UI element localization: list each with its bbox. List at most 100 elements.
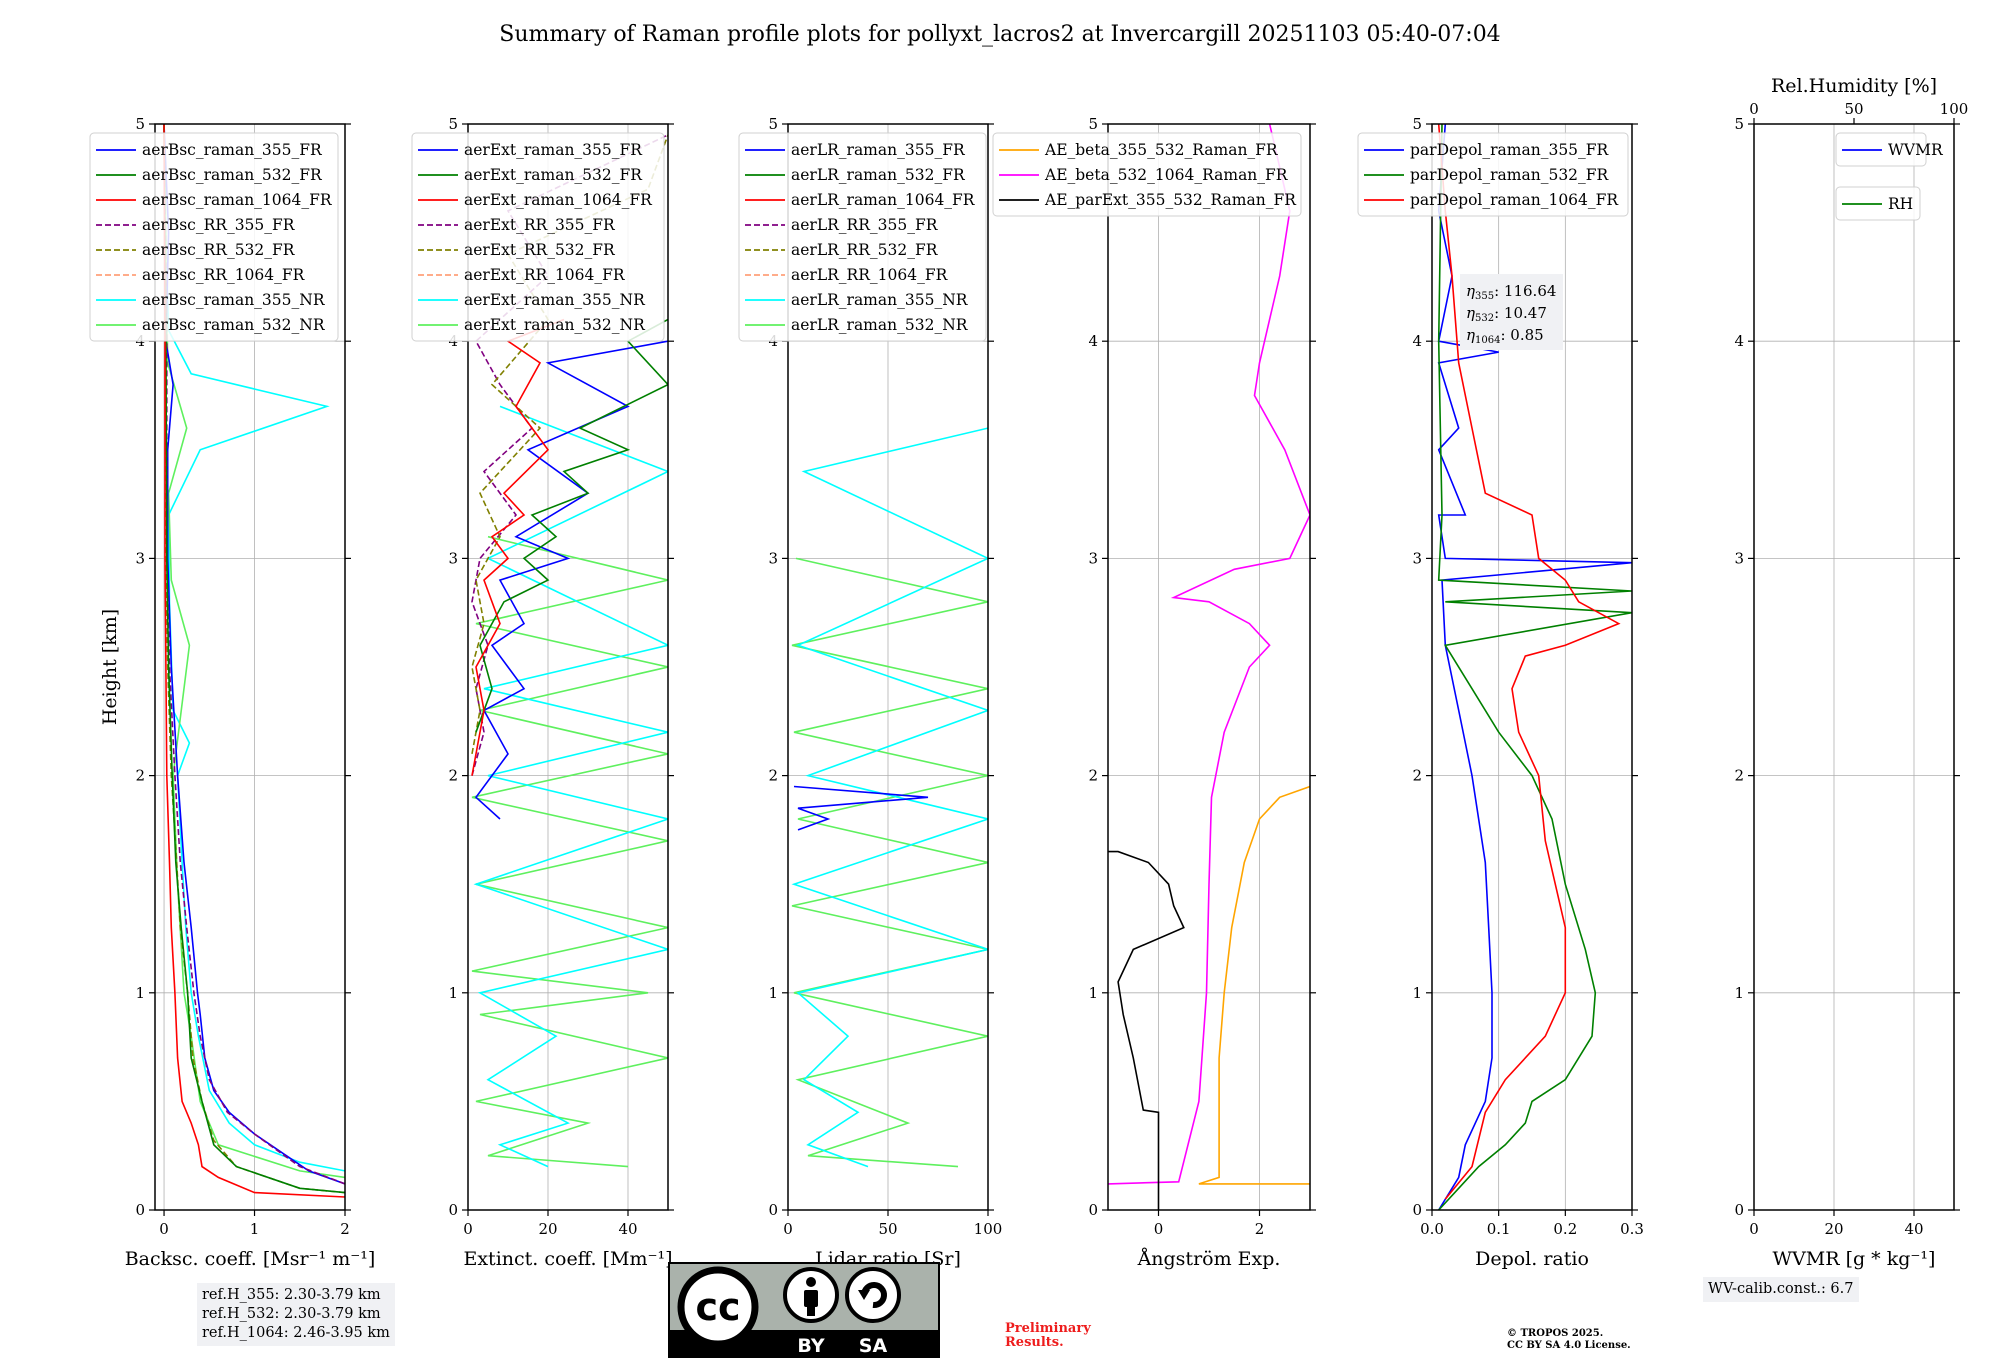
series-AE_parExt_355_532_Raman_FR — [1108, 850, 1185, 1210]
panel-ext: 01234502040Extinct. coeff. [Mm⁻¹]aerExt_… — [411, 115, 674, 1270]
x-tick-label: 1 — [250, 1220, 260, 1238]
legend-label: aerLR_RR_532_FR — [791, 241, 939, 259]
series-aerLR_raman_355_FR — [793, 785, 929, 831]
y-tick-label: 4 — [1412, 332, 1422, 350]
eta1064-subscript: 1064 — [1475, 335, 1500, 346]
copyright-line-1: © TROPOS 2025. — [1507, 1328, 1604, 1339]
axes-frame — [1431, 123, 1633, 1211]
x-tick-label: 2 — [340, 1220, 350, 1238]
series-parDepol_raman_532_FR — [1437, 124, 1632, 1210]
series-aerLR_raman_532_NR — [791, 557, 988, 1168]
x-axis-label: Extinct. coeff. [Mm⁻¹] — [463, 1248, 672, 1270]
series-AE_beta_355_532_Raman_FR — [1198, 785, 1310, 1185]
legend-label: aerBsc_raman_532_FR — [142, 166, 323, 184]
legend-rh: RH — [1835, 186, 1921, 221]
top-x-tick-label: 0 — [1749, 100, 1759, 118]
legend-label: aerExt_raman_1064_FR — [464, 191, 653, 209]
y-tick-label: 3 — [1734, 549, 1744, 567]
legend-label: aerBsc_RR_1064_FR — [142, 266, 306, 284]
copyright-note: © TROPOS 2025. CC BY SA 4.0 License. — [1507, 1328, 1631, 1352]
legend-label: aerBsc_raman_532_NR — [142, 316, 326, 334]
legend-depol: parDepol_raman_355_FR parDepol_raman_532_… — [1357, 132, 1629, 217]
series-group — [1108, 124, 1310, 1210]
series-AE_beta_532_1064_Raman_FR — [1108, 124, 1310, 1185]
legend-label: aerLR_raman_532_FR — [791, 166, 966, 184]
legend-label: aerLR_RR_355_FR — [791, 216, 939, 234]
sa-text: SA — [859, 1335, 888, 1357]
legend-label: AE_beta_355_532_Raman_FR — [1044, 141, 1279, 159]
y-tick-label: 3 — [1412, 549, 1422, 567]
legend-label: aerExt_RR_1064_FR — [464, 266, 626, 284]
y-tick-label: 4 — [1734, 332, 1744, 350]
series-parDepol_raman_1064_FR — [1437, 124, 1621, 1200]
y-tick-label: 0 — [1412, 1201, 1422, 1219]
legend-label: aerLR_RR_1064_FR — [791, 266, 949, 284]
by-text: BY — [797, 1335, 824, 1357]
x-tick-label: 20 — [1824, 1220, 1843, 1238]
legend-label: aerBsc_raman_355_FR — [142, 141, 323, 159]
series-parDepol_raman_355_FR — [1437, 124, 1632, 1210]
y-tick-label: 3 — [1088, 549, 1098, 567]
series-aerBsc_raman_532_NR — [163, 124, 345, 1179]
y-tick-label: 2 — [1734, 767, 1744, 785]
y-tick-label: 0 — [448, 1201, 458, 1219]
y-tick-label: 5 — [768, 115, 778, 133]
eta1064-annotation: η1064: 0.85 — [1466, 326, 1544, 346]
legend-label: aerBsc_raman_1064_FR — [142, 191, 333, 209]
eta355-symbol: η — [1466, 282, 1475, 300]
series-aerBsc_raman_532_FR — [163, 124, 345, 1194]
y-tick-label: 1 — [135, 984, 145, 1002]
x-axis-label: Ångström Exp. — [1137, 1248, 1281, 1270]
y-tick-label: 4 — [1088, 332, 1098, 350]
preliminary-line-2: Results. — [1005, 1335, 1064, 1350]
y-tick-label: 3 — [768, 549, 778, 567]
legend-label: aerLR_raman_532_NR — [791, 316, 969, 334]
wv-calibration-box: WV-calib.const.: 6.7 — [1703, 1277, 1859, 1302]
y-tick-label: 1 — [448, 984, 458, 1002]
series-aerBsc_raman_355_FR — [163, 124, 345, 1185]
legend-ae: AE_beta_355_532_Raman_FR AE_beta_532_1064… — [992, 132, 1302, 217]
series-aerExt_RR_355_FR — [471, 134, 668, 776]
x-tick-label: 0 — [463, 1220, 473, 1238]
legend-bsc: aerBsc_raman_355_FR aerBsc_raman_532_FRae… — [89, 132, 339, 342]
x-tick-label: 100 — [974, 1220, 1003, 1238]
y-tick-label: 1 — [768, 984, 778, 1002]
legend-label: RH — [1888, 195, 1913, 213]
eta355-value: : 116.64 — [1494, 282, 1556, 300]
eta532-symbol: η — [1466, 304, 1475, 322]
x-tick-label: 0 — [783, 1220, 793, 1238]
cc-text: cc — [695, 1285, 740, 1329]
y-tick-label: 2 — [1088, 767, 1098, 785]
axes-frame — [154, 123, 346, 1211]
legend-label: aerBsc_RR_355_FR — [142, 216, 296, 234]
legend-wv: WVMR — [1835, 132, 1944, 167]
page-title: Summary of Raman profile plots for polly… — [499, 22, 1501, 47]
y-tick-label: 0 — [1734, 1201, 1744, 1219]
eta355-annotation: η355: 116.64 — [1466, 282, 1556, 302]
legend-frame — [411, 132, 665, 342]
y-tick-label: 2 — [448, 767, 458, 785]
legend-label: aerExt_raman_355_NR — [464, 291, 646, 309]
legend-label: AE_parExt_355_532_Raman_FR — [1044, 191, 1297, 209]
cc-by-sa-license-logo: cc BY SA — [668, 1262, 940, 1358]
series-aerExt_raman_532_NR — [471, 535, 668, 1168]
legend-label: aerBsc_RR_532_FR — [142, 241, 296, 259]
legend-label: parDepol_raman_532_FR — [1410, 166, 1610, 184]
y-tick-label: 2 — [768, 767, 778, 785]
series-aerExt_raman_1064_FR — [471, 318, 565, 776]
y-tick-label: 0 — [1088, 1201, 1098, 1219]
x-tick-label: 40 — [1904, 1220, 1923, 1238]
y-axis-label: Height [km] — [99, 609, 121, 725]
cc-icon — [677, 1266, 759, 1348]
y-tick-label: 0 — [768, 1201, 778, 1219]
series-group — [791, 427, 988, 1168]
series-aerLR_raman_355_NR — [791, 427, 988, 1168]
y-tick-label: 3 — [135, 549, 145, 567]
legend-lr: aerLR_raman_355_FR aerLR_raman_532_FR aerL… — [738, 132, 987, 342]
top-axis-label: Rel.Humidity [%] — [1771, 75, 1937, 97]
x-tick-label: 0.2 — [1553, 1220, 1577, 1238]
x-tick-label: 2 — [1255, 1220, 1265, 1238]
y-tick-label: 0 — [135, 1201, 145, 1219]
legend-frame — [738, 132, 987, 342]
